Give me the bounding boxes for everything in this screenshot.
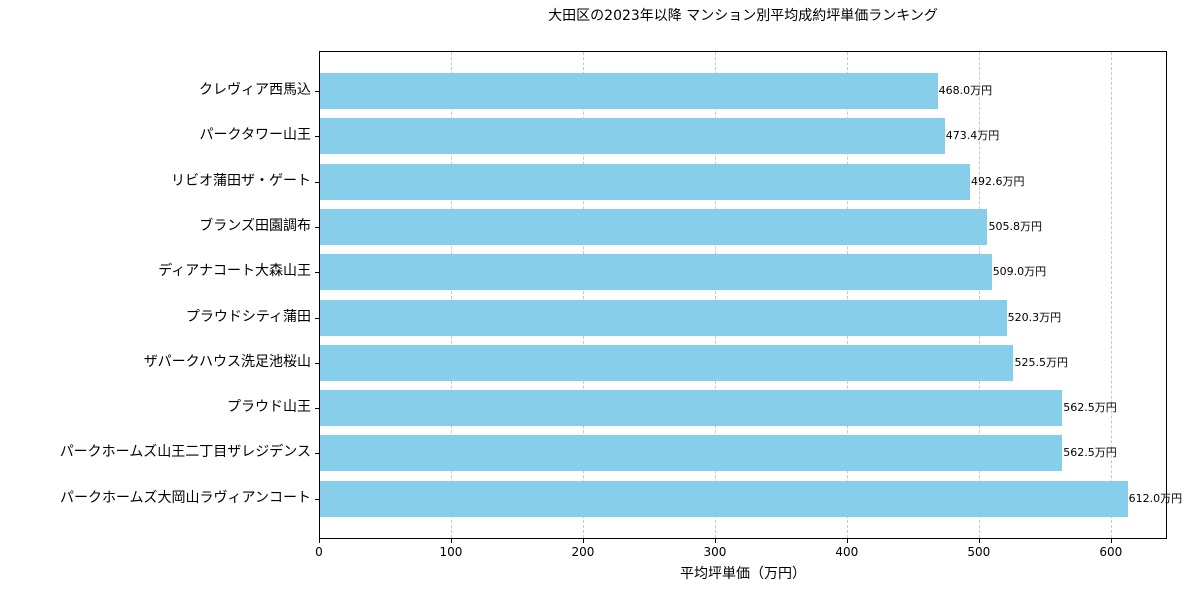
bar-value-label: 612.0万円 <box>1128 491 1183 505</box>
y-tick-label: パークホームズ山王二丁目ザレジデンス <box>59 444 311 461</box>
bar-value-label: 562.5万円 <box>1063 446 1117 460</box>
x-tick-label: 0 <box>315 545 323 559</box>
bar <box>320 390 1063 427</box>
x-tick-label: 400 <box>835 545 859 559</box>
bar-value-label: 562.5万円 <box>1063 401 1117 415</box>
x-tick <box>450 539 452 543</box>
bar-value-label: 505.8万円 <box>988 219 1042 233</box>
y-tick <box>315 453 319 455</box>
y-tick-label: ブランズ田園調布 <box>199 217 311 234</box>
bar <box>320 254 992 291</box>
bar <box>320 118 945 155</box>
bar <box>320 299 1007 336</box>
y-tick-label: パークタワー山王 <box>199 127 311 144</box>
x-tick <box>582 539 584 543</box>
y-tick <box>315 498 319 500</box>
bar <box>320 480 1128 517</box>
bar <box>320 344 1014 381</box>
y-tick <box>315 181 319 183</box>
x-tick-label: 200 <box>571 545 595 559</box>
bar <box>320 208 988 245</box>
gridline <box>1110 52 1112 538</box>
y-tick <box>315 272 319 274</box>
y-tick <box>315 91 319 92</box>
bar-value-label: 509.0万円 <box>992 265 1047 279</box>
gridline <box>582 52 584 538</box>
y-tick <box>315 136 319 138</box>
x-tick-label: 600 <box>1099 545 1123 559</box>
y-tick-label: プラウド山王 <box>227 399 311 416</box>
gridline <box>450 52 452 538</box>
bar-value-label: 525.5万円 <box>1014 355 1068 369</box>
y-tick-label: ディアナコート大森山王 <box>158 263 311 280</box>
x-tick <box>1110 539 1112 543</box>
gridline <box>978 52 980 538</box>
y-tick <box>315 317 319 319</box>
y-tick-label: クレヴィア西馬込 <box>199 82 311 98</box>
bar-value-label: 520.3万円 <box>1007 310 1062 324</box>
bar <box>320 163 971 200</box>
y-tick <box>315 408 319 410</box>
x-tick <box>319 539 320 543</box>
plot-area: 468.0万円 473.4万円 492.6万円 505.8万円 509.0万円 520.3… <box>315 51 1182 539</box>
bar-value-label: 492.6万円 <box>971 174 1025 188</box>
x-tick <box>714 539 716 543</box>
y-tick <box>315 226 319 228</box>
bar <box>320 73 938 109</box>
x-tick-label: 500 <box>967 545 991 559</box>
x-tick <box>978 539 980 543</box>
y-tick-label: リビオ蒲田ザ・ゲート <box>171 172 311 189</box>
y-tick <box>315 362 319 364</box>
bar <box>320 435 1063 472</box>
gridline <box>846 52 848 538</box>
gridline <box>714 52 716 538</box>
chart-title: 大田区の2023年以降 マンション別平均成約坪単価ランキング <box>548 8 938 24</box>
y-tick-label: プラウドシティ蒲田 <box>185 308 311 325</box>
bar-value-label: 473.4万円 <box>945 129 1000 143</box>
y-tick-label: ザパークハウス洗足池桜山 <box>143 353 311 370</box>
bar-value-label: 468.0万円 <box>938 84 993 97</box>
x-tick-label: 300 <box>703 545 727 559</box>
x-tick <box>846 539 848 543</box>
y-tick-label: パークホームズ大岡山ラヴィアンコート <box>59 489 311 506</box>
x-axis-label: 平均坪単価（万円） <box>680 566 806 582</box>
x-tick-label: 100 <box>439 545 463 559</box>
